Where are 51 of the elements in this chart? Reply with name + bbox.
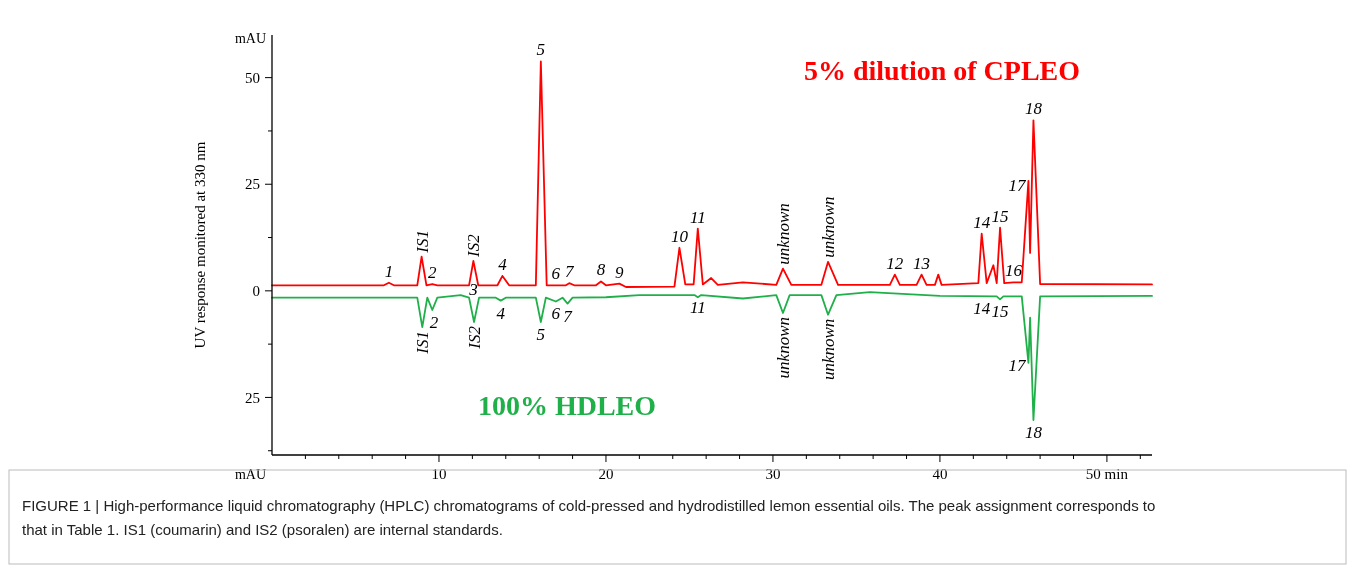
annotation: 8 bbox=[596, 260, 606, 280]
annotation: 10 bbox=[670, 226, 689, 246]
annotation: 14 bbox=[973, 299, 991, 319]
x-tick-label: 10 bbox=[431, 466, 447, 482]
annotation: 2 bbox=[428, 263, 438, 283]
annotation: 3 bbox=[468, 280, 478, 300]
caption: FIGURE 1 | High-performance liquid chromatography (HPLC) chromatograms of cold-pressed and hydrodistilled lemon essential oils. The peak assignment corresponds to that in Table 1. IS1 (coumarin) and IS2 (psoralen) are internal standards. bbox=[22, 497, 1156, 538]
annotation: 15 bbox=[991, 302, 1009, 322]
annotation: 5 bbox=[536, 324, 546, 344]
annotation: 6 bbox=[551, 264, 561, 284]
text: 100% HDLEO bbox=[477, 390, 657, 421]
annotation: 13 bbox=[913, 253, 931, 273]
annotation: 6 bbox=[551, 304, 561, 324]
annotation: 18 bbox=[1024, 423, 1043, 443]
y-axis-title: UV response monitored at 330 nm bbox=[192, 141, 208, 349]
annotation: 5 bbox=[536, 40, 546, 60]
annotation: unknown bbox=[819, 196, 839, 258]
annotation: unknown bbox=[773, 203, 793, 265]
annotation: unknown bbox=[773, 317, 793, 379]
text: 5% dilution of CPLEO bbox=[803, 55, 1081, 86]
annotation: 16 bbox=[1004, 261, 1023, 281]
y-tick-label: 0 bbox=[252, 283, 260, 300]
annotation: IS1 bbox=[413, 331, 433, 355]
x-tick-label: 20 bbox=[598, 466, 614, 482]
annotation: IS2 bbox=[464, 233, 484, 258]
annotation: 9 bbox=[615, 262, 625, 282]
annotation: 1 bbox=[384, 261, 394, 281]
x-tick-label: 40 bbox=[932, 466, 948, 482]
annotation: 7 bbox=[563, 306, 574, 326]
y-tick-label: 25 bbox=[245, 176, 260, 193]
annotation: 11 bbox=[689, 207, 706, 227]
x-tick-label: 30 bbox=[765, 466, 781, 482]
annotation: 15 bbox=[991, 206, 1009, 226]
y-tick-label: 25 bbox=[245, 389, 260, 406]
annotation: 12 bbox=[886, 253, 904, 273]
annotation: 2 bbox=[429, 313, 439, 333]
y-tick-label: 50 bbox=[245, 69, 260, 86]
text: mAU bbox=[234, 31, 266, 46]
annotation: 11 bbox=[689, 298, 706, 318]
annotation: IS2 bbox=[465, 325, 485, 350]
text: mAU bbox=[234, 467, 266, 482]
annotation: 4 bbox=[498, 254, 508, 274]
annotation: 14 bbox=[973, 212, 991, 232]
x-tick-label: 50 min bbox=[1085, 466, 1129, 482]
annotation: unknown bbox=[819, 318, 839, 381]
annotation: 18 bbox=[1024, 99, 1043, 119]
annotation: IS1 bbox=[412, 230, 432, 254]
annotation: 17 bbox=[1008, 355, 1027, 375]
annotation: 17 bbox=[1008, 175, 1027, 195]
annotation: 7 bbox=[564, 262, 575, 282]
annotation: 4 bbox=[496, 303, 506, 323]
